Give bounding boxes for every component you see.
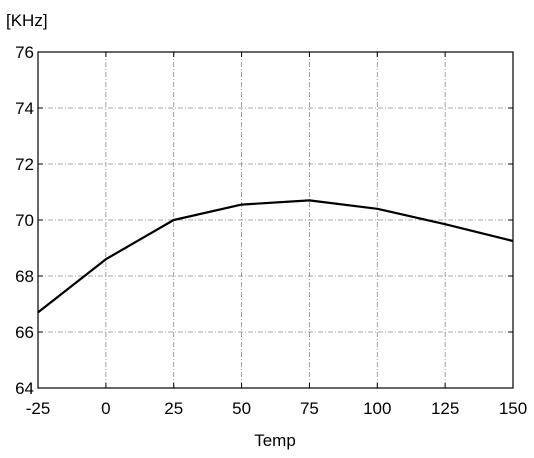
x-tick-label: 50 <box>232 399 251 418</box>
x-tick-label: 125 <box>431 399 459 418</box>
x-tick-label: 100 <box>363 399 391 418</box>
y-axis-unit-label: [KHz] <box>6 11 48 30</box>
y-tick-labels: 64 66 68 70 72 74 76 <box>15 43 34 398</box>
x-tick-labels: -25 0 25 50 75 100 125 150 <box>26 399 527 418</box>
x-tick-label: 75 <box>300 399 319 418</box>
y-tick-label: 72 <box>15 155 34 174</box>
x-tick-label: -25 <box>26 399 51 418</box>
x-tick-label: 25 <box>164 399 183 418</box>
y-tick-label: 70 <box>15 211 34 230</box>
x-tick-label: 0 <box>101 399 110 418</box>
plot-area-frame <box>37 51 514 389</box>
x-tick-label: 150 <box>499 399 527 418</box>
y-tick-label: 74 <box>15 99 34 118</box>
x-axis-title: Temp <box>254 431 296 450</box>
series-layer <box>37 199 514 314</box>
y-tick-label: 76 <box>15 43 34 62</box>
grid <box>38 52 513 388</box>
y-tick-label: 64 <box>15 379 34 398</box>
series-line <box>37 199 514 314</box>
y-tick-label: 66 <box>15 323 34 342</box>
y-tick-label: 68 <box>15 267 34 286</box>
